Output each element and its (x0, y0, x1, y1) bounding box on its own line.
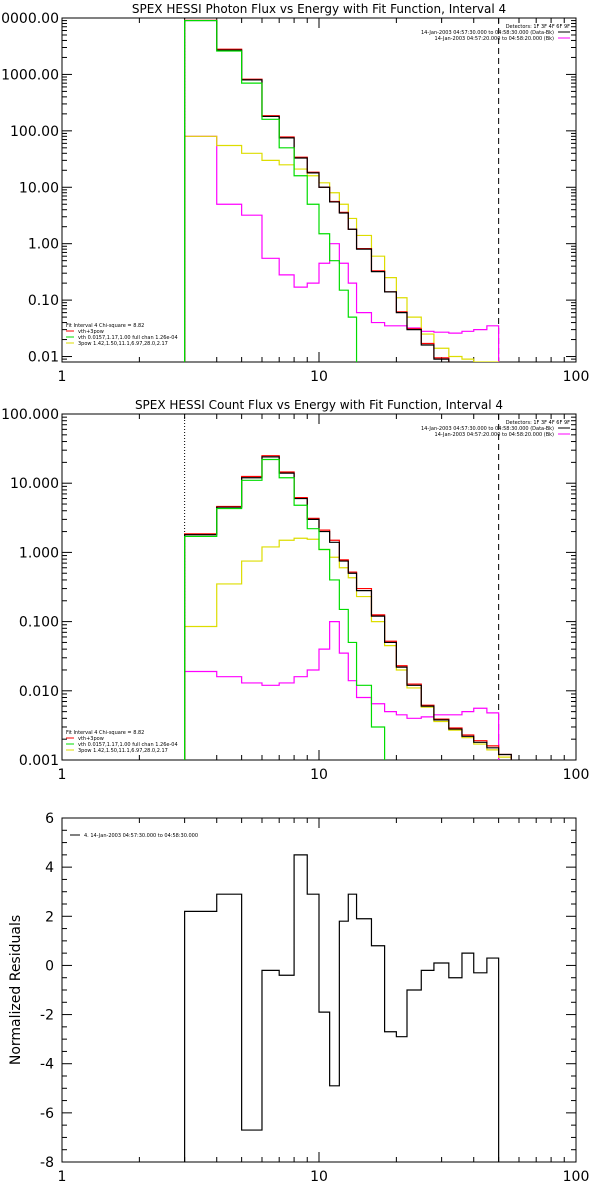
legend-line: 3pow 1.42,1.50,11.1,6.97,28.0,2.17 (78, 748, 168, 754)
y-tick-label: 0.001 (19, 753, 59, 769)
legend-line: Fit Interval 4 Chi-square = 8.82 (66, 323, 144, 329)
y-tick-label: 2 (45, 909, 54, 925)
series-background (184, 135, 500, 362)
y-tick-label: 100.00 (10, 124, 59, 140)
y-tick-label: 1000.00 (1, 67, 59, 83)
header-line: 14-Jan-2003 04:57:20.000 to 04:58:20.000… (435, 36, 555, 42)
header-line: 14-Jan-2003 04:57:30.000 to 04:58:30.000… (421, 30, 554, 36)
legend-line: 3pow 1.42,1.50,11.1,6.97,28.0,2.17 (78, 341, 168, 347)
y-tick-label: 100.000 (1, 407, 59, 423)
series-vth-3pow (184, 455, 512, 760)
y-tick-label: 10.00 (19, 180, 59, 196)
y-tick-label: 1.00 (28, 237, 59, 253)
legend-line: vth 0.0157,1.17,1.00 full chan 1.26e-04 (78, 335, 178, 341)
y-axis-label: Normalized Residuals (8, 915, 24, 1065)
x-tick-label: 10 (310, 369, 328, 385)
legend-line: 4. 14-Jan-2003 04:57:30.000 to 04:58:30.… (84, 833, 198, 839)
header-line: 14-Jan-2003 04:57:30.000 to 04:58:30.000… (421, 426, 554, 432)
plot-area (184, 414, 512, 760)
y-tick-label: 0.010 (19, 684, 59, 700)
legend-line: vth+3pow (78, 736, 104, 742)
y-tick-label: 0.10 (28, 293, 59, 309)
y-tick-label: 0.100 (19, 615, 59, 631)
y-tick-label: -2 (40, 1008, 54, 1024)
y-tick-label: -6 (40, 1106, 54, 1122)
header-line: Detectors: 1F 3F 4F 6F 9F (506, 420, 570, 426)
y-tick-label: 10.000 (10, 476, 59, 492)
series-vth-3pow (184, 19, 450, 362)
series-3pow (184, 537, 512, 760)
header-line: Detectors: 1F 3F 4F 6F 9F (506, 24, 570, 30)
x-tick-label: 100 (563, 1169, 590, 1185)
series-background (184, 621, 500, 760)
header-line: 14-Jan-2003 04:57:20.000 to 04:58:20.000… (435, 432, 555, 438)
x-tick-label: 1 (58, 767, 67, 783)
x-tick-label: 1 (58, 369, 67, 385)
chart-title: SPEX HESSI Photon Flux vs Energy with Fi… (132, 2, 506, 16)
y-tick-label: 4 (45, 860, 54, 876)
chart-title: SPEX HESSI Count Flux vs Energy with Fit… (135, 398, 503, 412)
x-tick-label: 100 (563, 369, 590, 385)
y-tick-label: -4 (40, 1057, 54, 1073)
plot-area (184, 18, 500, 362)
y-tick-label: 1.000 (19, 545, 59, 561)
legend-line: vth 0.0157,1.17,1.00 full chan 1.26e-04 (78, 742, 178, 748)
series-4-14-jan-2003-04-57-30-000-to-04-58-30-000 (184, 854, 500, 1162)
series-data (184, 456, 512, 760)
x-tick-label: 100 (563, 767, 590, 783)
x-tick-label: 1 (58, 1169, 67, 1185)
y-tick-label: 0 (45, 958, 54, 974)
y-tick-label: 6 (45, 811, 54, 827)
series-vth (184, 19, 358, 362)
series-vth (184, 458, 386, 760)
legend-line: Fit Interval 4 Chi-square = 8.82 (66, 730, 144, 736)
x-tick-label: 10 (310, 1169, 328, 1185)
plot-area (184, 854, 500, 1162)
y-tick-label: -8 (40, 1155, 54, 1171)
x-tick-label: 10 (310, 767, 328, 783)
series-3pow (184, 135, 500, 362)
legend-line: vth+3pow (78, 329, 104, 335)
series-data (184, 19, 450, 362)
y-tick-label: 0.01 (28, 350, 59, 366)
